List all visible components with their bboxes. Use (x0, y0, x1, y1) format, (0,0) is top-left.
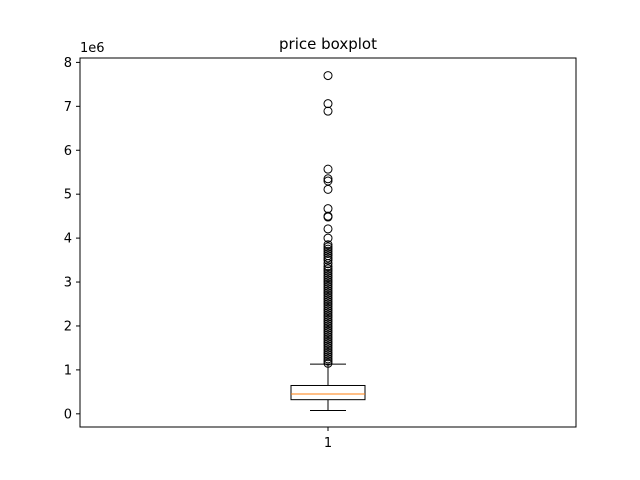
axes-frame (79, 57, 577, 428)
outlier-point (323, 330, 333, 340)
outlier-point (323, 262, 333, 272)
outlier-point (323, 341, 333, 351)
outlier-point (323, 184, 333, 194)
y-tick-label: 5 (64, 188, 72, 203)
outlier-point (323, 288, 333, 298)
outlier-point (323, 264, 333, 274)
outlier-point (323, 224, 333, 234)
outlier-point (323, 275, 333, 285)
outlier-point (323, 312, 333, 322)
outlier-point (323, 321, 333, 331)
outlier-point (323, 306, 333, 316)
outlier-point (323, 259, 333, 269)
y-tick-label: 7 (64, 100, 72, 115)
plot-layer: 0 1 2 3 4 5 6 7 8 1 (64, 56, 366, 451)
outlier-point (323, 290, 333, 300)
outlier-point (323, 308, 333, 318)
y-tick-label: 2 (64, 319, 72, 334)
outlier-point (323, 354, 333, 364)
y-tick-label: 3 (64, 276, 72, 291)
outlier-point (323, 248, 333, 258)
x-tick-label: 1 (324, 436, 332, 451)
outlier-point (323, 270, 333, 280)
outlier-point (323, 319, 333, 329)
outlier-point (323, 336, 333, 346)
outlier-point (323, 284, 333, 294)
outlier-point (323, 253, 333, 263)
outlier-point (323, 352, 333, 362)
outlier-point (323, 310, 333, 320)
outlier-point (323, 71, 333, 81)
outlier-point (323, 328, 333, 338)
outlier-point (323, 325, 333, 335)
outlier-point (323, 343, 333, 353)
outlier-point (323, 317, 333, 327)
outlier-point (323, 244, 333, 254)
y-tick-label: 8 (64, 56, 72, 71)
outlier-point (323, 266, 333, 276)
outlier-point (323, 106, 333, 116)
outlier-point (323, 174, 333, 184)
outlier-point (323, 268, 333, 278)
chart-title: price boxplot (279, 35, 377, 53)
outlier-point (323, 345, 333, 355)
outlier-point (323, 299, 333, 309)
outlier-point (323, 233, 333, 243)
outlier-point (323, 277, 333, 287)
outlier-point (323, 255, 333, 265)
outlier-point (323, 334, 333, 344)
outlier-point (323, 339, 333, 349)
outlier-point (323, 347, 333, 357)
outlier-point (323, 99, 333, 109)
outlier-point (323, 332, 333, 342)
outlier-point (323, 314, 333, 324)
y-tick-label: 0 (64, 407, 72, 422)
y-offset-label: 1e6 (80, 41, 105, 56)
outlier-point (323, 246, 333, 256)
outlier-point (323, 286, 333, 296)
outlier-point (323, 297, 333, 307)
iqr-box (290, 384, 366, 401)
y-tick-label: 1 (64, 363, 72, 378)
outlier-point (323, 303, 333, 313)
y-tick-label: 6 (64, 144, 72, 159)
outlier-point (323, 358, 333, 368)
outlier-point (323, 323, 333, 333)
outlier-point (323, 356, 333, 366)
y-tick-label: 4 (64, 232, 72, 247)
outlier-point (323, 292, 333, 302)
outlier-point (323, 279, 333, 289)
outlier-point (323, 240, 333, 250)
outlier-point (323, 301, 333, 311)
outlier-point (323, 212, 333, 222)
outlier-point (323, 350, 333, 360)
outlier-point (323, 164, 333, 174)
outlier-point (323, 242, 333, 252)
outlier-point (323, 295, 333, 305)
outlier-point (323, 281, 333, 291)
outlier-point (323, 273, 333, 283)
